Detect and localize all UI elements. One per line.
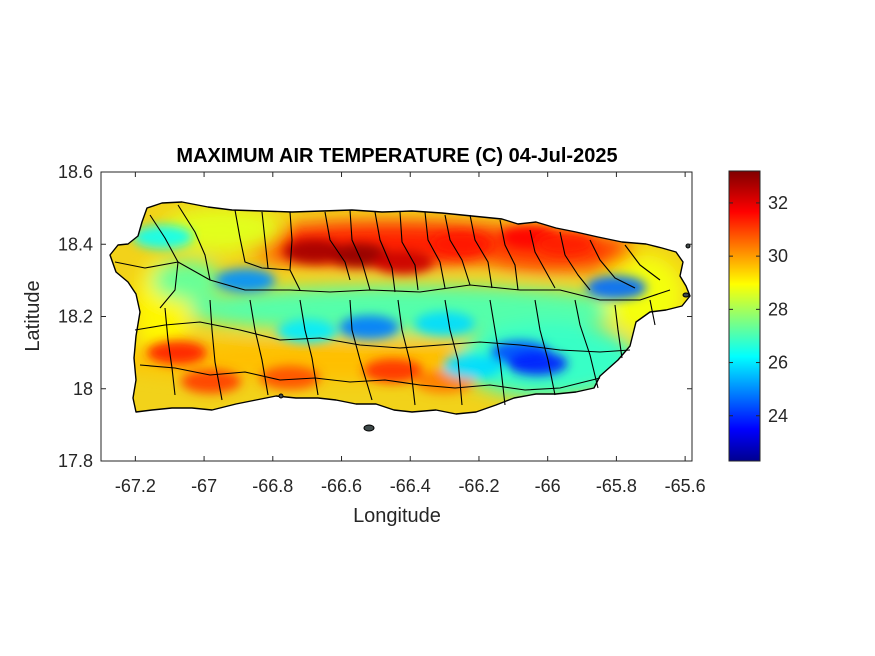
x-tick-label: -66.4 bbox=[390, 476, 431, 496]
y-axis-ticks: 17.8 18 18.2 18.4 18.6 bbox=[58, 162, 692, 471]
x-tick-label: -67.2 bbox=[115, 476, 156, 496]
boundary-line bbox=[349, 209, 371, 291]
temperature-spot bbox=[339, 315, 400, 340]
y-axis-label: Latitude bbox=[22, 280, 44, 351]
caja-de-muertos-islet bbox=[363, 424, 375, 432]
colorbar-tick-label: 24 bbox=[768, 406, 788, 426]
boundary-line bbox=[177, 204, 211, 281]
temperature-spot bbox=[507, 351, 568, 376]
x-tick-label: -66 bbox=[535, 476, 561, 496]
offshore-islets bbox=[278, 243, 691, 432]
boundary-line bbox=[529, 229, 556, 289]
boundary-line bbox=[139, 364, 601, 391]
boundary-line bbox=[444, 299, 463, 406]
boundary-line bbox=[209, 299, 223, 401]
x-tick-label: -66.8 bbox=[252, 476, 293, 496]
y-tick-label: 18.2 bbox=[58, 307, 93, 327]
y-tick-label: 18.6 bbox=[58, 162, 93, 182]
temperature-spot bbox=[284, 239, 345, 264]
temperature-spot bbox=[373, 250, 434, 275]
boundary-line bbox=[289, 211, 301, 291]
colorbar-tick-label: 26 bbox=[768, 353, 788, 373]
temperature-spot bbox=[363, 358, 424, 383]
temperature-detail bbox=[132, 225, 647, 394]
island-coastline bbox=[109, 201, 691, 415]
boundary-line bbox=[261, 211, 269, 269]
y-tick-label: 18.4 bbox=[58, 234, 93, 254]
x-tick-label: -66.2 bbox=[458, 476, 499, 496]
islet bbox=[682, 292, 690, 298]
temperature-spot bbox=[442, 355, 503, 380]
temperature-spot bbox=[215, 268, 276, 293]
y-tick-label: 17.8 bbox=[58, 451, 93, 471]
temperature-spot bbox=[277, 318, 338, 343]
boundary-line bbox=[574, 299, 599, 389]
boundary-line bbox=[589, 239, 636, 289]
temperature-spot bbox=[146, 340, 207, 365]
boundary-line bbox=[469, 214, 493, 289]
boundary-line bbox=[559, 231, 591, 291]
boundary-line bbox=[324, 211, 351, 281]
boundary-line bbox=[424, 211, 446, 289]
temperature-spot bbox=[259, 365, 320, 390]
colorbar-tick-label: 30 bbox=[768, 246, 788, 266]
boundary-line bbox=[649, 299, 656, 326]
boundary-line bbox=[249, 299, 269, 396]
temperature-spot bbox=[431, 232, 492, 257]
colorbar-tick-label: 32 bbox=[768, 193, 788, 213]
temperature-spot bbox=[414, 311, 475, 336]
temperature-spot bbox=[132, 225, 193, 250]
boundary-line bbox=[397, 299, 416, 406]
boundary-line bbox=[349, 299, 373, 401]
temperature-band bbox=[151, 260, 222, 301]
boundary-line bbox=[234, 209, 291, 271]
boundary-line bbox=[299, 299, 319, 396]
x-tick-label: -65.6 bbox=[665, 476, 706, 496]
colorbar bbox=[728, 170, 761, 462]
boundary-line bbox=[399, 211, 419, 291]
boundary-line bbox=[499, 219, 519, 291]
boundary-line bbox=[614, 304, 623, 359]
colorbar-tick-label: 28 bbox=[768, 299, 788, 319]
temperature-spot bbox=[534, 232, 595, 257]
boundary-line bbox=[489, 299, 506, 406]
boundary-line bbox=[134, 321, 631, 353]
boundary-line bbox=[114, 261, 671, 301]
boundary-line bbox=[444, 214, 471, 286]
colorbar-ticks: 24 26 28 30 32 bbox=[729, 193, 788, 426]
boundary-line bbox=[624, 244, 661, 281]
x-axis-label: Longitude bbox=[353, 505, 441, 527]
boundary-line bbox=[534, 299, 556, 396]
temperature-spot bbox=[180, 369, 241, 394]
boundary-line bbox=[164, 307, 176, 396]
municipality-boundaries bbox=[114, 204, 671, 406]
boundary-line bbox=[374, 211, 396, 293]
x-tick-label: -67 bbox=[191, 476, 217, 496]
x-axis-ticks: -67.2 -67 -66.8 -66.6 -66.4 -66.2 -66 -65.8 -65.… bbox=[115, 172, 706, 496]
y-tick-label: 18 bbox=[73, 379, 93, 399]
temperature-spot bbox=[586, 275, 647, 300]
x-tick-label: -66.6 bbox=[321, 476, 362, 496]
temperature-field bbox=[110, 202, 690, 414]
x-tick-label: -65.8 bbox=[596, 476, 637, 496]
chart-title: MAXIMUM AIR TEMPERATURE (C) 04-Jul-2025 bbox=[176, 145, 617, 167]
islet bbox=[278, 393, 284, 399]
